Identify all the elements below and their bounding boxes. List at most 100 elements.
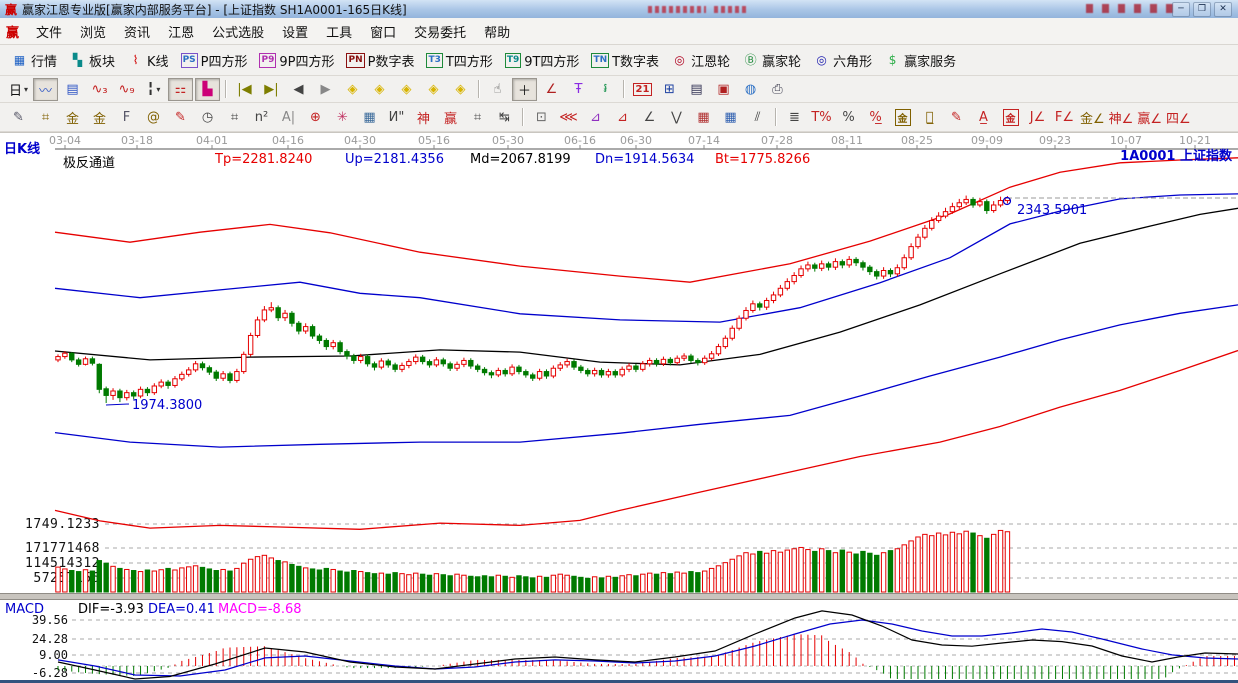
maximize-button[interactable]: ❐	[1193, 2, 1211, 17]
first-bar-button[interactable]: |◀	[232, 78, 257, 101]
angle-measure-button[interactable]: ∠	[539, 78, 564, 101]
p-number-table-button[interactable]: PN P数字表	[340, 48, 420, 73]
scroll-right-button[interactable]: ◈	[367, 78, 392, 101]
pane-splitter[interactable]	[0, 593, 1238, 600]
print-button[interactable]: ⎙	[765, 78, 790, 101]
pattern-tool-button[interactable]: 〰	[33, 77, 58, 101]
draw-gold-grid-2-button[interactable]: 金	[87, 106, 112, 129]
draw-web-box-button[interactable]: ▦	[357, 106, 382, 129]
scroll-left-button[interactable]: ◈	[340, 78, 365, 101]
scroll-both-button[interactable]: ◈	[394, 78, 419, 101]
draw-si-angle-button[interactable]: 四∠	[1165, 106, 1192, 129]
draw-n-square-button[interactable]: n²	[249, 106, 274, 129]
draw-percent-line-button[interactable]: %̲	[863, 106, 888, 129]
menu-tools[interactable]: 工具	[326, 25, 353, 41]
draw-pencil-button[interactable]: ✎	[6, 106, 31, 129]
gann-wheel-button[interactable]: ◎ 江恩轮	[665, 48, 736, 73]
draw-red-pencil-button[interactable]: ✎	[168, 106, 193, 129]
draw-grid-button[interactable]: ⌗	[33, 106, 58, 129]
draw-circle-cross-button[interactable]: ⊕	[303, 106, 328, 129]
draw-shen-angle-button[interactable]: 神∠	[1108, 106, 1135, 129]
zoom-in-button[interactable]: ◈	[448, 78, 473, 101]
draw-gold-angle-button[interactable]: 金∠	[1079, 106, 1106, 129]
menu-help[interactable]: 帮助	[484, 25, 511, 41]
draw-parallel-button[interactable]: ⫽	[745, 106, 770, 129]
last-bar-button[interactable]: ▶|	[259, 78, 284, 101]
draw-spiral-button[interactable]: @	[141, 106, 166, 129]
menu-browse[interactable]: 浏览	[80, 25, 107, 41]
draw-shen-button[interactable]: 神	[411, 106, 436, 129]
draw-wave-mark-button[interactable]: И"	[384, 106, 409, 129]
draw-zigzag-button[interactable]: ⋁	[664, 106, 689, 129]
network-button[interactable]: ◍	[738, 78, 763, 101]
draw-gold-circle-button[interactable]: 金	[890, 106, 915, 129]
draw-gold-box-button[interactable]: 金	[998, 106, 1023, 129]
draw-gold-grid-1-button[interactable]: 金	[60, 106, 85, 129]
draw-ying-button[interactable]: 赢	[438, 106, 463, 129]
p-square-button[interactable]: PS P四方形	[175, 48, 254, 73]
draw-percent-button[interactable]: %	[836, 106, 861, 129]
draw-t-percent-button[interactable]: T%	[809, 106, 834, 129]
menu-file[interactable]: 文件	[36, 25, 63, 41]
menu-window[interactable]: 窗口	[370, 25, 397, 41]
menu-trade[interactable]: 交易委托	[414, 25, 467, 41]
close-button[interactable]: ✕	[1214, 2, 1232, 17]
draw-grid-dense-2-button[interactable]: ▦	[718, 106, 743, 129]
save-button[interactable]: ▣	[711, 78, 736, 101]
calendar-button[interactable]: 21	[630, 78, 655, 101]
draw-f-angle-button[interactable]: F∠	[1052, 106, 1077, 129]
draw-fan-box-1-button[interactable]: ⊿	[583, 106, 608, 129]
pan-hand-button[interactable]: ☝	[485, 78, 510, 101]
hexagon-button[interactable]: ◎ 六角形	[807, 48, 878, 73]
main-chart[interactable]: 03-04 03-18 04-01 04-16 04-30 05-16 05-30 06-16…	[0, 133, 1238, 593]
crosshair-button[interactable]: ＋	[512, 77, 537, 101]
menu-gann[interactable]: 江恩	[168, 25, 195, 41]
draw-fan-red-button[interactable]: ⋘	[556, 106, 581, 129]
draw-price-ladder-button[interactable]: ≣	[782, 106, 807, 129]
draw-width-measure-button[interactable]: ↹	[492, 106, 517, 129]
menu-formula-stock-pick[interactable]: 公式选股	[212, 25, 265, 41]
draw-grid-dense-1-button[interactable]: ▦	[691, 106, 716, 129]
macd-chart[interactable]: 39.56 24.28 9.00 -6.28	[0, 600, 1238, 680]
wave-3-button[interactable]: ∿₃	[87, 78, 112, 101]
draw-text-button[interactable]: A|	[276, 106, 301, 129]
sector-button[interactable]: ▚ 板块	[63, 48, 121, 73]
draw-j-angle-button[interactable]: J∠	[1025, 106, 1050, 129]
9t-square-button[interactable]: T9 9T四方形	[499, 48, 586, 73]
draw-a-wave-button[interactable]: A̲	[971, 106, 996, 129]
draw-grid-2-button[interactable]: ⌗	[222, 106, 247, 129]
zoom-out-button[interactable]: ◈	[421, 78, 446, 101]
candle-style-button[interactable]: ╏ ▾	[141, 78, 166, 101]
period-selector-button[interactable]: 日 ▾	[6, 78, 31, 101]
period-label[interactable]: 日K线	[4, 142, 41, 157]
winner-wheel-button[interactable]: Ⓑ 赢家轮	[736, 48, 807, 73]
notepad-button[interactable]: ▤	[684, 78, 709, 101]
menu-news[interactable]: 资讯	[124, 25, 151, 41]
winner-service-button[interactable]: $ 赢家服务	[878, 48, 962, 73]
draw-box-button[interactable]: ⊡	[529, 106, 554, 129]
minimize-button[interactable]: ─	[1172, 2, 1190, 17]
info-doc-button[interactable]: ▤	[60, 78, 85, 101]
9p-square-button[interactable]: P9 9P四方形	[253, 48, 340, 73]
t-number-table-button[interactable]: TN T数字表	[585, 48, 665, 73]
draw-star-web-button[interactable]: ✳	[330, 106, 355, 129]
calculator-button[interactable]: ⊞	[657, 78, 682, 101]
draw-fan-box-2-button[interactable]: ⊿	[610, 106, 635, 129]
fractal-tool-button[interactable]: ៛	[593, 78, 618, 101]
next-bar-button[interactable]: ▶	[313, 78, 338, 101]
gann-tool-button[interactable]: Ŧ	[566, 78, 591, 101]
draw-ruler-button[interactable]: ⌗	[465, 106, 490, 129]
draw-brush-button[interactable]: ✎	[944, 106, 969, 129]
kline-button[interactable]: ⌇ K线	[121, 48, 175, 73]
quote-table-button[interactable]: ▦ 行情	[5, 48, 63, 73]
draw-gold-line-button[interactable]: 金̲	[917, 106, 942, 129]
volume-style-button[interactable]: ▙	[195, 77, 220, 101]
draw-time-circle-button[interactable]: ◷	[195, 106, 220, 129]
pattern-2-button[interactable]: ⚏	[168, 77, 193, 101]
t-square-button[interactable]: T3 T四方形	[420, 48, 498, 73]
draw-angle-lines-button[interactable]: ∠	[637, 106, 662, 129]
menu-settings[interactable]: 设置	[282, 25, 309, 41]
draw-f-grid-button[interactable]: F	[114, 106, 139, 129]
prev-bar-button[interactable]: ◀	[286, 78, 311, 101]
draw-ying-angle-button[interactable]: 赢∠	[1136, 106, 1163, 129]
